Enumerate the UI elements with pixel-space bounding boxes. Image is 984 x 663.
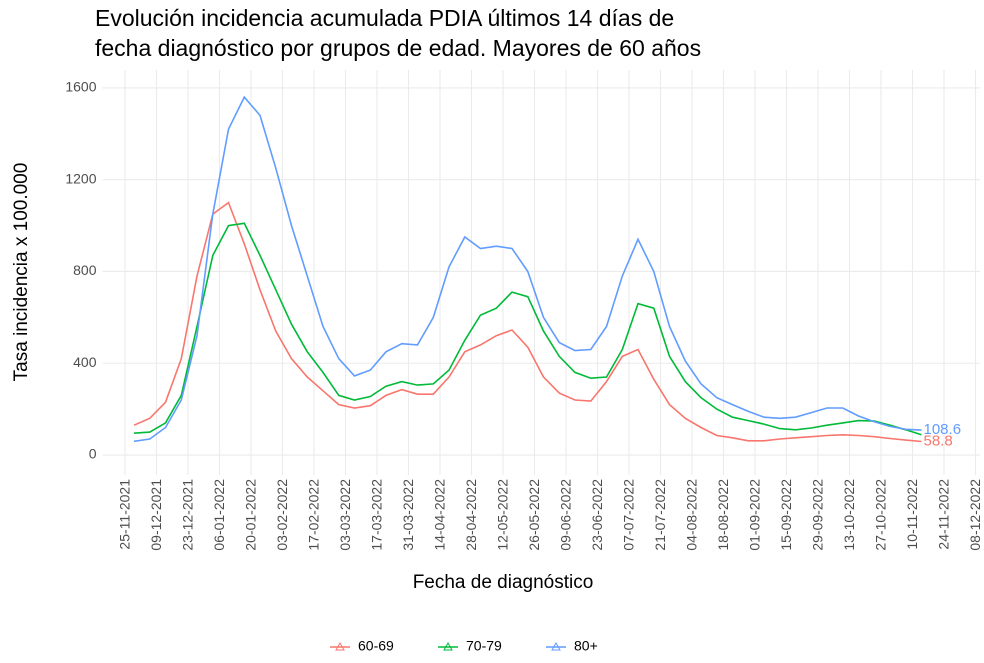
x-tick-label: 03-02-2022 — [274, 479, 290, 551]
x-tick-label: 12-05-2022 — [495, 479, 511, 551]
y-tick-label: 1200 — [65, 170, 96, 186]
y-tick-label: 400 — [73, 354, 97, 370]
x-tick-label: 09-12-2021 — [148, 479, 164, 551]
end-label: 108.6 — [924, 421, 962, 438]
x-tick-label: 18-08-2022 — [715, 479, 731, 551]
x-tick-label: 07-07-2022 — [621, 479, 637, 551]
x-tick-label: 03-03-2022 — [337, 479, 353, 551]
x-tick-label: 27-10-2022 — [873, 479, 889, 551]
y-tick-label: 1600 — [65, 79, 96, 95]
y-axis-label: Tasa incidencia x 100.000 — [11, 163, 32, 382]
series-line — [133, 222, 922, 436]
x-tick-label: 24-11-2022 — [936, 479, 952, 550]
grid — [102, 70, 980, 475]
y-tick-label: 800 — [73, 262, 97, 278]
x-tick-label: 29-09-2022 — [810, 479, 826, 551]
legend-symbol — [551, 641, 561, 651]
x-tick-label: 23-12-2021 — [180, 479, 196, 551]
x-tick-label: 13-10-2022 — [841, 479, 857, 551]
x-tick-label: 26-05-2022 — [526, 479, 542, 551]
x-tick-label: 01-09-2022 — [747, 479, 763, 551]
x-tick-label: 25-11-2021 — [117, 479, 133, 550]
legend-symbol — [443, 641, 453, 651]
x-tick-label: 17-02-2022 — [306, 479, 322, 551]
chart-title: fecha diagnóstico por grupos de edad. Ma… — [95, 35, 701, 61]
legend-label: 60-69 — [358, 638, 394, 654]
x-tick-label: 06-01-2022 — [211, 479, 227, 551]
legend-label: 80+ — [574, 638, 598, 654]
x-tick-label: 04-08-2022 — [684, 479, 700, 551]
legend-symbol — [335, 641, 345, 651]
x-tick-label: 21-07-2022 — [652, 479, 668, 551]
x-tick-label: 09-06-2022 — [558, 479, 574, 551]
x-tick-label: 10-11-2022 — [904, 479, 920, 550]
legend-item: 70-79 — [438, 638, 502, 654]
x-tick-label: 17-03-2022 — [369, 479, 385, 551]
legend-item: 80+ — [546, 638, 598, 654]
end-label: 58.8 — [924, 433, 953, 450]
series-line — [133, 95, 922, 443]
series-line — [133, 201, 922, 443]
x-axis-label: Fecha de diagnóstico — [413, 572, 594, 593]
x-tick-label: 15-09-2022 — [778, 479, 794, 551]
x-tick-label: 31-03-2022 — [400, 479, 416, 551]
x-tick-label: 28-04-2022 — [463, 479, 479, 551]
legend-label: 70-79 — [466, 638, 502, 654]
x-tick-label: 14-04-2022 — [432, 479, 448, 551]
legend-item: 60-69 — [330, 638, 394, 654]
x-tick-label: 20-01-2022 — [243, 479, 259, 551]
x-tick-label: 08-12-2022 — [967, 479, 983, 551]
y-tick-label: 0 — [89, 446, 97, 462]
chart-title: Evolución incidencia acumulada PDIA últi… — [95, 5, 674, 31]
x-tick-label: 23-06-2022 — [589, 479, 605, 551]
